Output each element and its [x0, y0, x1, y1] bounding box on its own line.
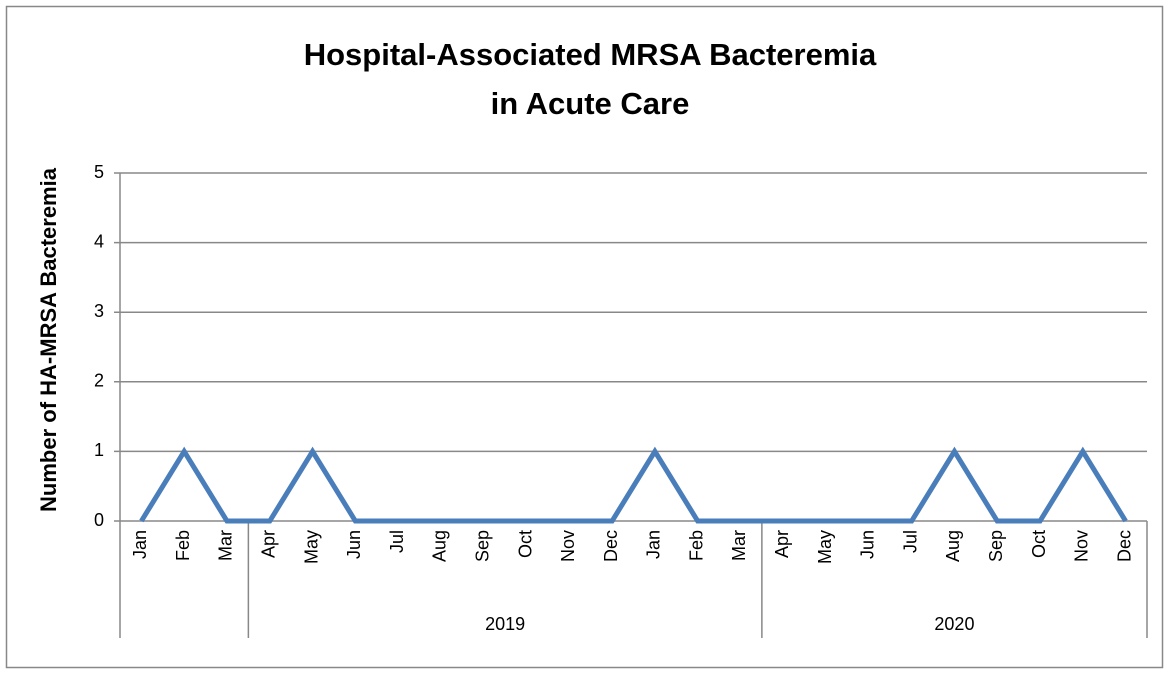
- x-tick-label: Jun: [344, 530, 364, 559]
- x-tick-label: Mar: [729, 530, 749, 561]
- y-tick-label: 2: [94, 371, 104, 391]
- chart-title: in Acute Care: [491, 86, 690, 121]
- y-tick-label: 3: [94, 301, 104, 321]
- x-tick-label: Nov: [558, 530, 578, 562]
- y-axis-title: Number of HA-MRSA Bacteremia: [36, 167, 61, 512]
- x-tick-label: Feb: [173, 530, 193, 561]
- x-tick-label: Jun: [858, 530, 878, 559]
- x-tick-label: Jul: [900, 530, 920, 553]
- chart-title: Hospital-Associated MRSA Bacteremia: [304, 37, 877, 72]
- y-tick-label: 5: [94, 162, 104, 182]
- x-tick-label: May: [815, 530, 835, 564]
- x-tick-label: Aug: [943, 530, 963, 562]
- x-tick-label: Apr: [259, 530, 279, 558]
- x-tick-label: Oct: [1029, 530, 1049, 558]
- y-tick-label: 4: [94, 231, 104, 251]
- group-label: 2019: [485, 614, 525, 634]
- x-tick-label: Feb: [686, 530, 706, 561]
- data-line: [139, 446, 1128, 524]
- group-label: 2020: [934, 614, 974, 634]
- x-tick-label: Aug: [430, 530, 450, 562]
- x-tick-label: Nov: [1072, 530, 1092, 562]
- x-tick-label: Dec: [1114, 530, 1134, 562]
- x-tick-label: Oct: [515, 530, 535, 558]
- x-tick-label: Sep: [472, 530, 492, 562]
- x-tick-label: Jan: [130, 530, 150, 559]
- x-tick-label: Jan: [644, 530, 664, 559]
- y-tick-label: 0: [94, 510, 104, 530]
- x-tick-label: Jul: [387, 530, 407, 553]
- x-tick-label: Dec: [601, 530, 621, 562]
- x-tick-label: Sep: [986, 530, 1006, 562]
- x-tick-label: Apr: [772, 530, 792, 558]
- x-tick-label: May: [301, 530, 321, 564]
- x-tick-label: Mar: [216, 530, 236, 561]
- chart-frame: [5, 5, 1164, 669]
- y-tick-label: 1: [94, 440, 104, 460]
